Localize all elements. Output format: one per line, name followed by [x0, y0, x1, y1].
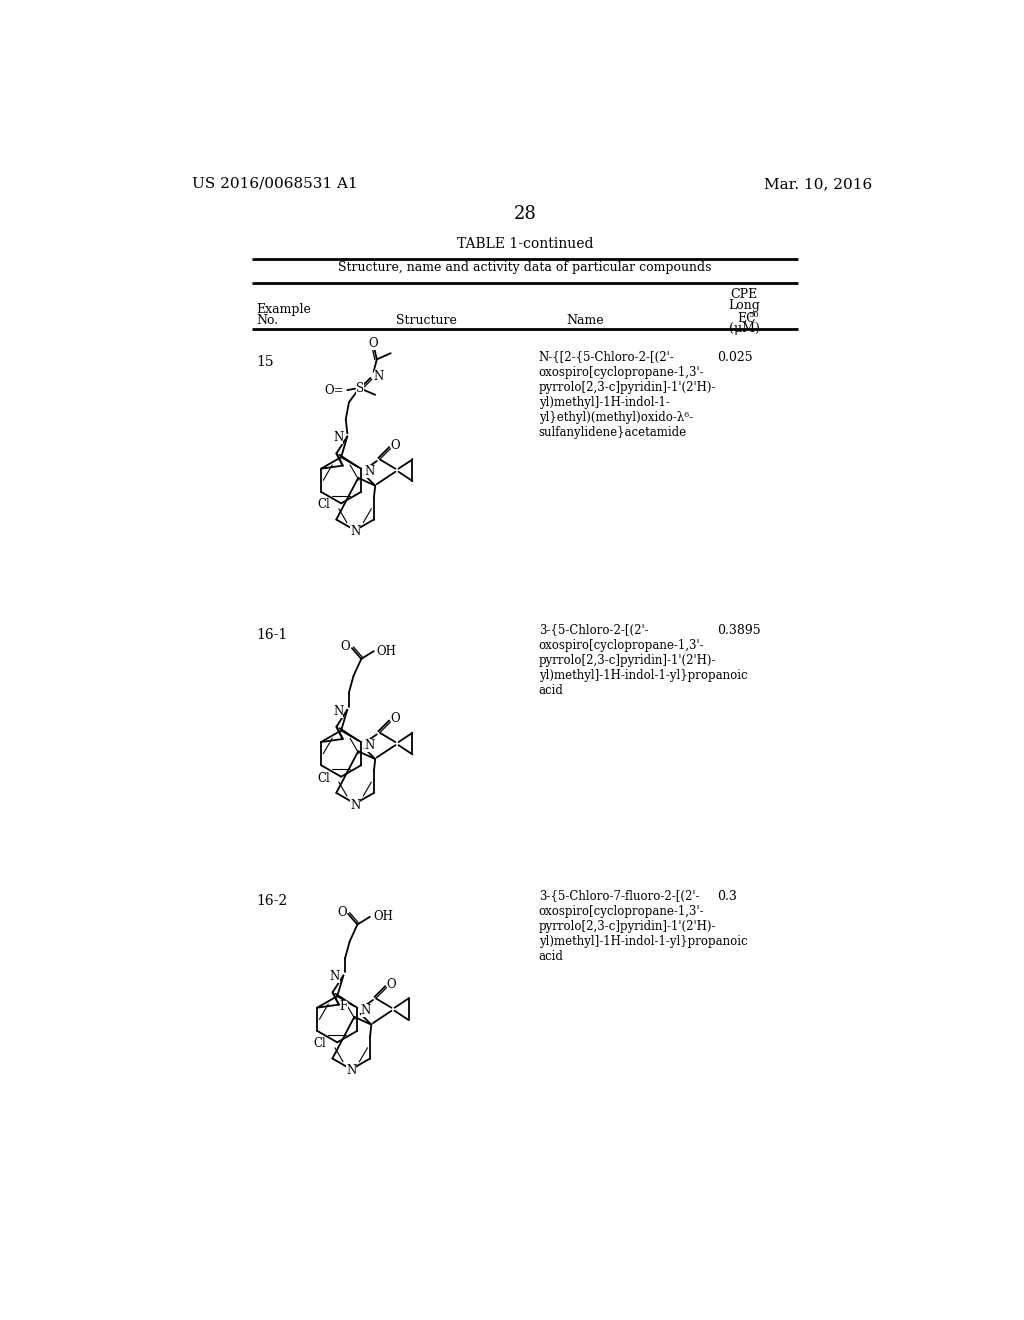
Text: OH: OH — [373, 911, 393, 924]
Text: No.: No. — [257, 314, 279, 327]
Text: OH: OH — [377, 644, 396, 657]
Text: N: N — [350, 525, 360, 539]
Text: S: S — [355, 381, 364, 395]
Text: EC: EC — [737, 312, 756, 325]
Text: Structure: Structure — [396, 314, 457, 327]
Text: O: O — [391, 713, 400, 726]
Text: N-{[2-{5-Chloro-2-[(2'-
oxospiro[cyclopropane-1,3'-
pyrrolo[2,3-c]pyridin]-1'(2': N-{[2-{5-Chloro-2-[(2'- oxospiro[cyclopr… — [539, 351, 716, 438]
Text: O=: O= — [325, 384, 344, 397]
Text: Structure, name and activity data of particular compounds: Structure, name and activity data of par… — [338, 261, 712, 273]
Text: Cl: Cl — [317, 499, 331, 511]
Text: TABLE 1-continued: TABLE 1-continued — [457, 238, 593, 251]
Text: N: N — [333, 432, 343, 445]
Text: 0.3895: 0.3895 — [717, 624, 761, 638]
Text: Name: Name — [566, 314, 604, 327]
Text: F: F — [340, 999, 348, 1012]
Text: N: N — [365, 465, 375, 478]
Text: Mar. 10, 2016: Mar. 10, 2016 — [764, 177, 871, 191]
Text: O: O — [369, 338, 379, 351]
Text: 16-1: 16-1 — [257, 628, 288, 642]
Text: O: O — [341, 640, 350, 653]
Text: N: N — [333, 705, 343, 718]
Text: 15: 15 — [257, 355, 274, 368]
Text: N: N — [365, 739, 375, 751]
Text: O: O — [391, 440, 400, 453]
Text: N: N — [360, 1005, 371, 1018]
Text: 50: 50 — [748, 312, 759, 319]
Text: N: N — [330, 970, 340, 983]
Text: 16-2: 16-2 — [257, 894, 288, 908]
Text: 3-{5-Chloro-2-[(2'-
oxospiro[cyclopropane-1,3'-
pyrrolo[2,3-c]pyridin]-1'(2'H)-
: 3-{5-Chloro-2-[(2'- oxospiro[cyclopropan… — [539, 624, 748, 697]
Text: 0.025: 0.025 — [717, 351, 753, 364]
Text: O: O — [337, 906, 346, 919]
Text: O: O — [387, 978, 396, 991]
Text: 28: 28 — [513, 205, 537, 223]
Text: N: N — [374, 370, 384, 383]
Text: Example: Example — [257, 304, 311, 317]
Text: (μM): (μM) — [729, 322, 760, 335]
Text: US 2016/0068531 A1: US 2016/0068531 A1 — [191, 177, 357, 191]
Text: Cl: Cl — [313, 1038, 327, 1051]
Text: 3-{5-Chloro-7-fluoro-2-[(2'-
oxospiro[cyclopropane-1,3'-
pyrrolo[2,3-c]pyridin]-: 3-{5-Chloro-7-fluoro-2-[(2'- oxospiro[cy… — [539, 890, 748, 962]
Text: N: N — [350, 799, 360, 812]
Text: CPE: CPE — [730, 288, 758, 301]
Text: Long: Long — [728, 300, 760, 313]
Text: 0.3: 0.3 — [717, 890, 737, 903]
Text: N: N — [346, 1064, 356, 1077]
Text: Cl: Cl — [317, 772, 331, 785]
